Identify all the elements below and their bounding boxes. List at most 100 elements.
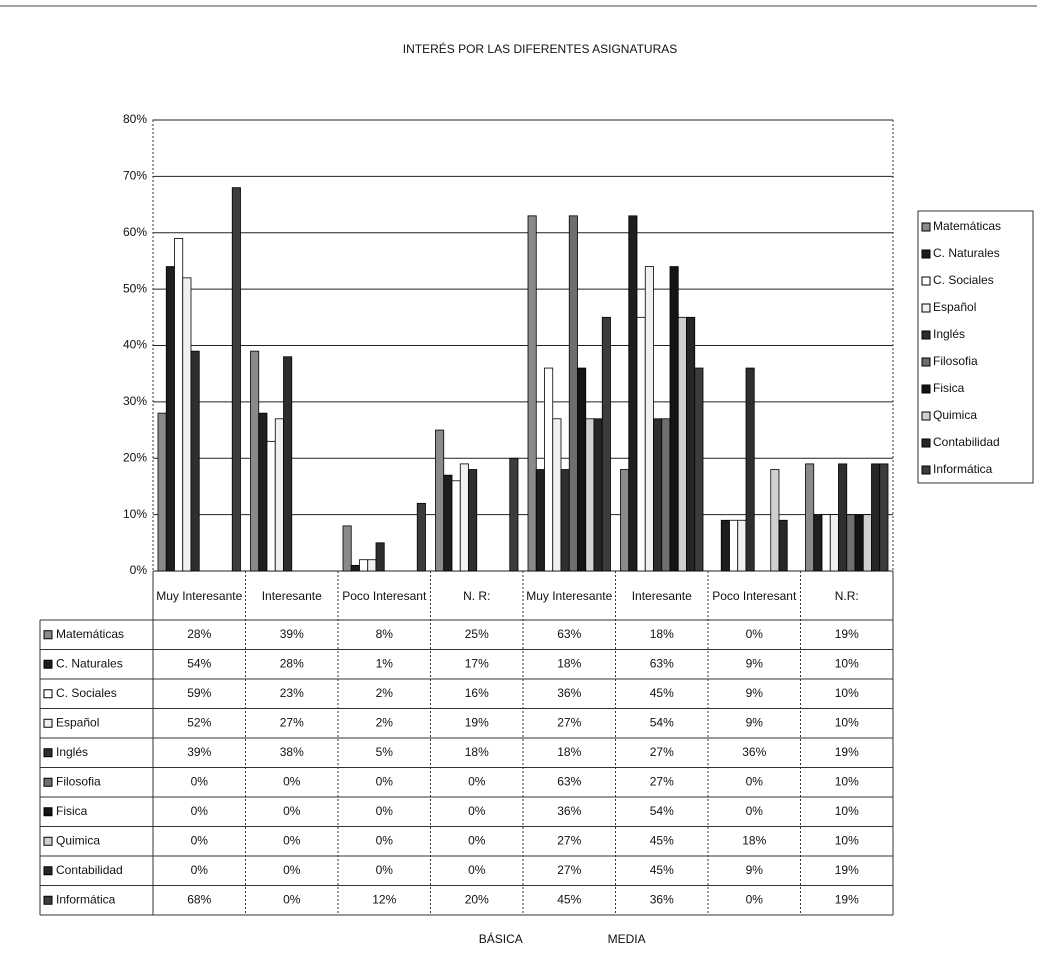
table-value: 25% [465,627,489,641]
row-label: C. Naturales [56,656,123,670]
table-value: 59% [187,686,211,700]
x-tick-label: N. R: [463,588,491,603]
legend-label: Matemáticas [933,219,1001,233]
table-value: 10% [835,804,859,818]
bar [745,367,755,572]
table-value: 36% [650,892,674,906]
x-tick-label: Interesante [631,588,692,603]
table-value: 10% [835,656,859,670]
table-value: 68% [187,892,211,906]
row-label: Filosofia [56,774,101,788]
bar [879,463,889,572]
bar [231,187,241,572]
table-value: 0% [376,833,394,847]
bar [813,514,823,572]
legend-swatch [43,777,53,787]
table-value: 45% [650,686,674,700]
legend-swatch [921,303,931,313]
table-value: 18% [557,656,581,670]
bar [250,350,260,572]
legend-swatch [43,659,53,669]
table-value: 39% [187,745,211,759]
row-label: C. Sociales [56,686,117,700]
table-value: 16% [465,686,489,700]
category-cell: Poco Interesant [342,588,427,603]
legend-swatch [43,895,53,905]
table-value: 19% [835,863,859,877]
legend-swatch [43,807,53,817]
bar [182,277,192,572]
legend-swatch [43,866,53,876]
table-value: 54% [187,656,211,670]
bar [829,514,839,572]
legend-swatch [43,630,53,640]
bar [636,316,646,572]
table-value: 36% [557,804,581,818]
table-value: 38% [280,745,304,759]
table-value: 20% [465,892,489,906]
legend-label: Español [933,300,976,314]
bar [677,316,687,572]
table-value: 0% [283,863,301,877]
bar [367,559,377,572]
x-tick-label: Interesante [261,588,322,603]
table-value: 0% [746,892,764,906]
legend-swatch [921,438,931,448]
bar [661,418,671,572]
bar [283,356,293,572]
legend-label: Filosofia [933,354,978,368]
bar [846,514,856,572]
table-value: 0% [283,804,301,818]
x-tick-label: Muy Interesante [526,588,613,603]
table-value: 0% [283,774,301,788]
table-value: 54% [650,804,674,818]
table-value: 0% [191,833,209,847]
table-value: 17% [465,656,489,670]
category-cell: N.R: [835,589,859,603]
table-value: 0% [191,804,209,818]
bar [778,519,788,572]
row-label: Informática [56,892,116,906]
table-value: 9% [746,656,764,670]
legend-swatch [43,836,53,846]
bar [342,525,352,572]
x-tick-label: Poco Interesant [342,588,427,603]
table-value: 9% [746,715,764,729]
row-label: Contabilidad [56,863,123,877]
table-value: 45% [557,892,581,906]
table-value: 27% [280,715,304,729]
legend-label: C. Sociales [933,273,994,287]
bar [854,514,864,572]
table-value: 0% [468,774,486,788]
category-cell: Muy Interesante [156,589,242,603]
table-value: 63% [557,627,581,641]
bar [459,463,469,572]
table-value: 19% [465,715,489,729]
table-value: 10% [835,774,859,788]
table-value: 23% [280,686,304,700]
y-tick-label: 50% [123,281,147,295]
legend-label: C. Naturales [933,246,1000,260]
bar [628,215,638,572]
bar [174,237,184,572]
table-value: 0% [191,774,209,788]
legend-label: Fisica [933,381,965,395]
bar [443,474,453,572]
table-value: 0% [191,863,209,877]
y-tick-label: 40% [123,338,147,352]
legend-swatch [921,465,931,475]
table-value: 54% [650,715,674,729]
category-cell: Muy Interesante [526,588,613,603]
legend-swatch [921,330,931,340]
bar [770,469,780,572]
group-label: MEDIA [608,932,646,946]
table-value: 0% [746,627,764,641]
bar [568,215,578,572]
row-label: Español [56,715,99,729]
table-value: 27% [557,863,581,877]
x-tick-label: Poco Interesant [712,588,797,603]
row-label: Quimica [56,833,100,847]
legend-box [917,210,1034,484]
group-label: BÁSICA [479,931,523,946]
table-value: 0% [376,804,394,818]
